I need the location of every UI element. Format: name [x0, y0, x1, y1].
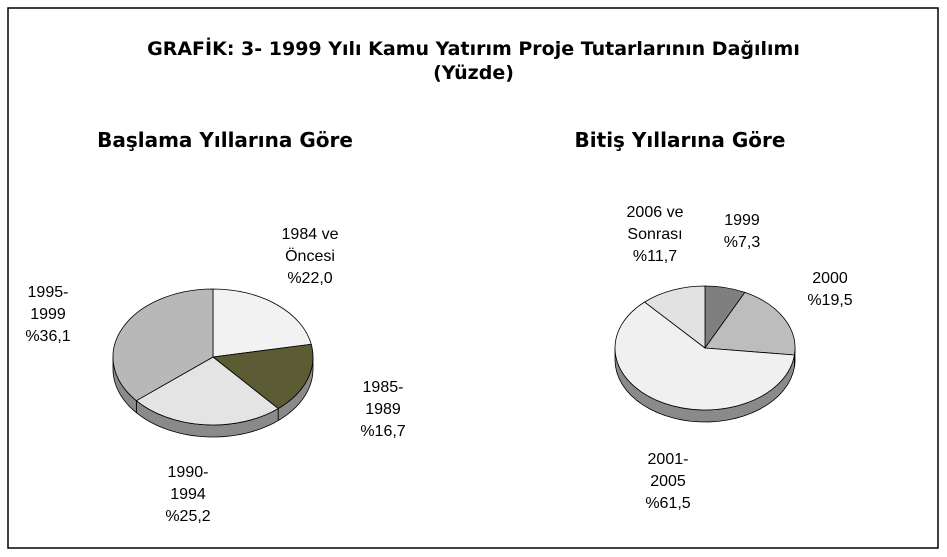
pie-slice	[112, 288, 214, 402]
category-label: 2006 ve Sonrası	[626, 204, 684, 243]
pie-slice	[212, 288, 312, 358]
value-label: %7,3	[723, 234, 761, 251]
chart-subtitle: (Yüzde)	[433, 62, 514, 84]
category-label: 1990-1994	[167, 464, 209, 503]
chart-title: GRAFİK: 3- 1999 Yılı Kamu Yatırım Proje …	[147, 38, 800, 60]
category-label: 1984 ve Öncesi	[281, 226, 339, 265]
pie-title: Başlama Yıllarına Göre	[97, 128, 353, 152]
value-label: %61,5	[645, 495, 691, 512]
slice-label: 2006 ve Sonrası %11,7	[615, 202, 695, 268]
value-label: %16,7	[360, 423, 406, 440]
pie-slice	[643, 285, 706, 349]
value-label: %36,1	[25, 328, 71, 345]
pie-slice	[614, 301, 795, 411]
pie-slice	[135, 356, 279, 426]
pie-slice	[704, 291, 796, 356]
pie-slice	[212, 343, 314, 410]
slice-label: 2000 %19,5	[800, 268, 860, 312]
slice-label: 1995-1999 %36,1	[23, 282, 73, 348]
value-label: %22,0	[287, 270, 333, 287]
category-label: 1985-1989	[362, 379, 404, 418]
value-label: %11,7	[632, 248, 678, 265]
slice-label: 1990-1994 %25,2	[163, 462, 213, 528]
category-label: 2000	[812, 270, 848, 287]
value-label: %19,5	[807, 292, 853, 309]
category-label: 2001-2005	[647, 451, 689, 490]
slice-label: 2001-2005 %61,5	[643, 449, 693, 515]
category-label: 1995-1999	[27, 284, 69, 323]
slice-label: 1999 %7,3	[712, 210, 772, 254]
slice-label: 1984 ve Öncesi %22,0	[270, 224, 350, 290]
frame	[7, 7, 939, 549]
category-label: 1999	[724, 212, 760, 229]
value-label: %25,2	[165, 508, 211, 525]
pie-title: Bitiş Yıllarına Göre	[574, 128, 786, 152]
slice-label: 1985-1989 %16,7	[358, 377, 408, 443]
